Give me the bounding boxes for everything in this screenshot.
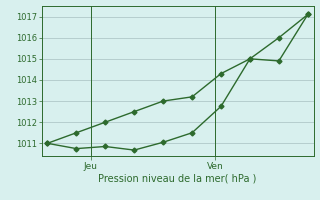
X-axis label: Pression niveau de la mer( hPa ): Pression niveau de la mer( hPa ) [99, 173, 257, 183]
